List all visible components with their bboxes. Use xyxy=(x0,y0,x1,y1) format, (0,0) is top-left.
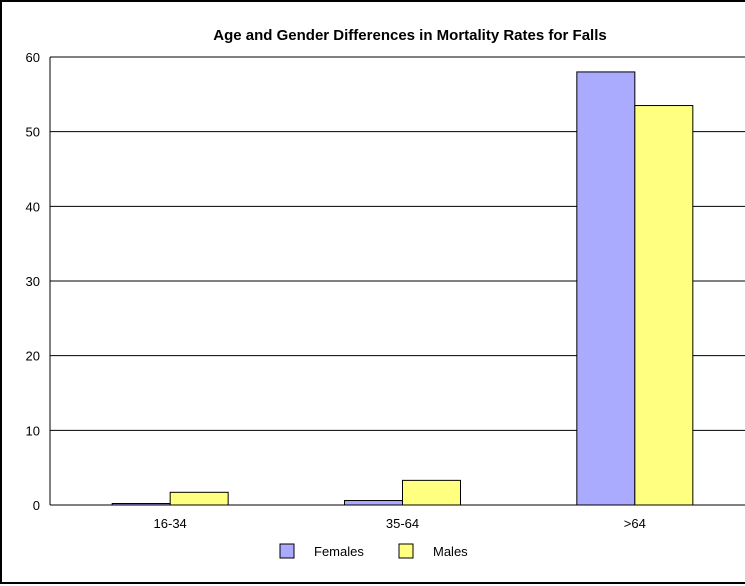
y-tick-label: 20 xyxy=(26,349,40,364)
legend-label-females: Females xyxy=(314,544,364,559)
legend-swatch-males xyxy=(398,543,414,559)
y-tick-labels: 0 10 20 30 40 50 60 xyxy=(26,50,40,513)
bar-females-2 xyxy=(576,71,636,506)
bars xyxy=(111,71,694,506)
legend: Females Males xyxy=(279,543,468,559)
y-tick-label: 40 xyxy=(26,199,40,214)
bar-males-0 xyxy=(169,491,229,506)
axes xyxy=(49,57,745,506)
legend-swatch-females xyxy=(279,543,295,559)
chart-title: Age and Gender Differences in Mortality … xyxy=(213,27,606,44)
bar-males-1 xyxy=(402,479,461,506)
x-category-label: 16-34 xyxy=(154,516,187,531)
y-tick-label: 50 xyxy=(26,125,40,140)
x-category-labels: 16-34 35-64 >64 xyxy=(154,516,646,531)
y-tick-label: 0 xyxy=(33,498,40,513)
y-tick-label: 10 xyxy=(26,423,40,438)
y-tick-label: 60 xyxy=(26,50,40,65)
y-tick-label: 30 xyxy=(26,274,40,289)
legend-label-males: Males xyxy=(433,544,468,559)
x-category-label: >64 xyxy=(624,516,646,531)
x-category-label: 35-64 xyxy=(386,516,419,531)
bar-males-2 xyxy=(634,105,694,506)
bar-females-1 xyxy=(344,500,403,506)
